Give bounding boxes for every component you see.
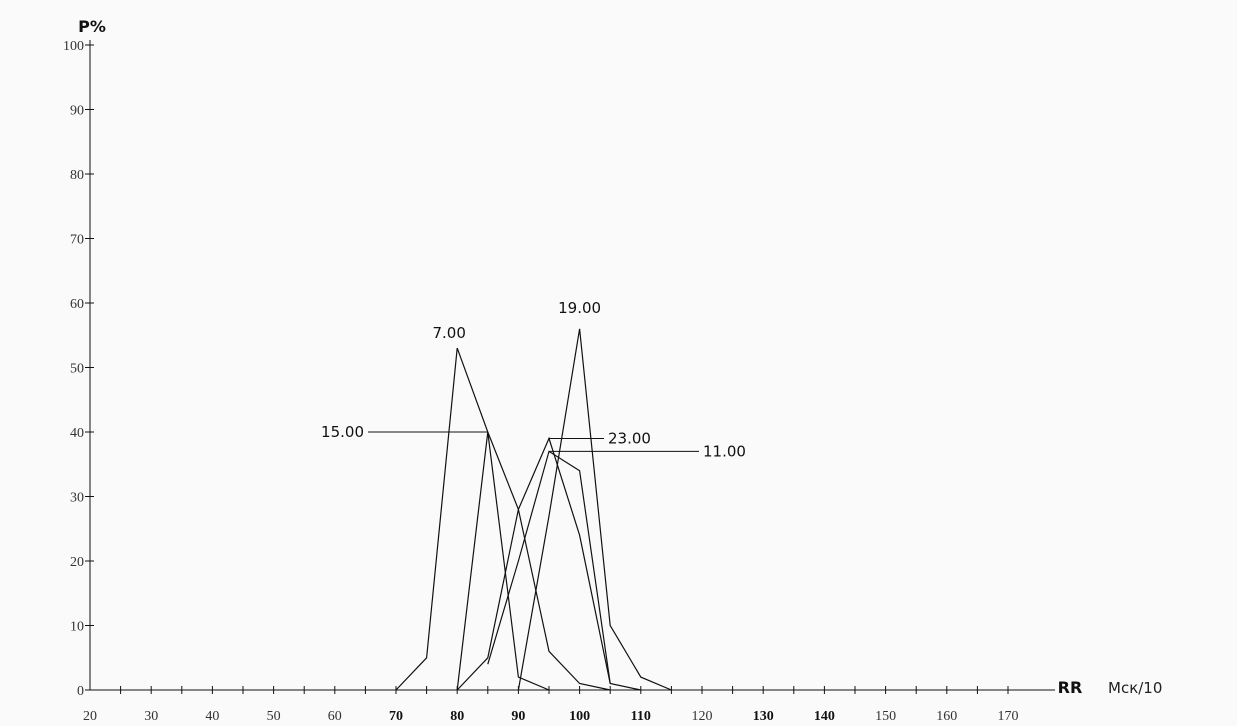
y-axis-title: P% bbox=[78, 17, 106, 36]
y-tick-label: 30 bbox=[70, 491, 84, 506]
series-line-7-00 bbox=[395, 347, 550, 691]
y-tick-label: 10 bbox=[70, 620, 84, 635]
series-label: 7.00 bbox=[432, 324, 465, 342]
x-tick-label: 90 bbox=[511, 709, 525, 724]
series-line-15-00 bbox=[456, 431, 611, 691]
x-tick-label: 40 bbox=[205, 709, 219, 724]
x-tick-label: 80 bbox=[450, 709, 464, 724]
x-tick-label: 150 bbox=[875, 709, 896, 724]
x-tick-label: 50 bbox=[267, 709, 281, 724]
ticks: 0 10 20 30 40 50 60 70 80 90 100 20 30 40 50 60 70 80 90 10… bbox=[63, 39, 1019, 724]
x-tick-label: 20 bbox=[83, 709, 97, 724]
x-tick-label: 170 bbox=[998, 709, 1019, 724]
x-axis-unit: Мск/10 bbox=[1108, 679, 1162, 697]
x-tick-label: 30 bbox=[144, 709, 158, 724]
y-tick-label: 60 bbox=[70, 297, 84, 312]
series-line-23-00 bbox=[456, 436, 611, 691]
x-tick-label: 130 bbox=[753, 709, 774, 724]
series-label: 23.00 bbox=[608, 429, 651, 447]
x-tick-label: 100 bbox=[569, 709, 590, 724]
series-label: 15.00 bbox=[321, 423, 364, 441]
series-line-11-00 bbox=[487, 450, 641, 691]
x-tick-label: 140 bbox=[814, 709, 835, 724]
y-tick-label: 20 bbox=[70, 555, 84, 570]
x-axis-title: RR bbox=[1058, 678, 1083, 697]
series-labels: 7.00 15.00 19.00 23.00 11.00 bbox=[321, 299, 746, 461]
series-lines bbox=[395, 328, 672, 691]
y-tick-label: 80 bbox=[70, 168, 84, 183]
series-line-19-00 bbox=[517, 328, 672, 691]
y-tick-label: 0 bbox=[77, 684, 84, 699]
y-tick-label: 50 bbox=[70, 362, 84, 377]
series-label: 19.00 bbox=[558, 299, 601, 317]
x-tick-label: 120 bbox=[692, 709, 713, 724]
x-tick-label: 70 bbox=[389, 709, 403, 724]
y-tick-label: 90 bbox=[70, 104, 84, 119]
y-tick-label: 70 bbox=[70, 233, 84, 248]
axes bbox=[89, 40, 1055, 691]
y-tick-label: 40 bbox=[70, 426, 84, 441]
x-tick-label: 160 bbox=[936, 709, 957, 724]
series-label: 11.00 bbox=[703, 442, 746, 460]
y-tick-label: 100 bbox=[63, 39, 84, 54]
x-tick-label: 60 bbox=[328, 709, 342, 724]
x-tick-label: 110 bbox=[631, 709, 651, 724]
